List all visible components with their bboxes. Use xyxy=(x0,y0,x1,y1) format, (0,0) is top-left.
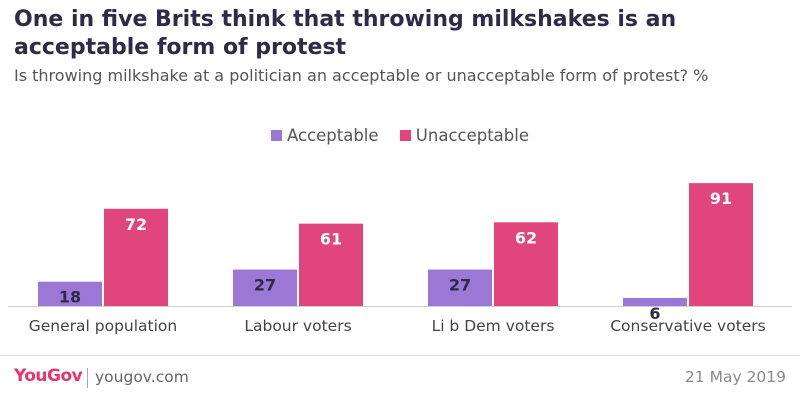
logo-separator xyxy=(87,368,88,388)
category-label-1: Labour voters xyxy=(244,317,351,335)
website-link[interactable]: yougov.com xyxy=(95,368,189,386)
data-label-acceptable-1: 27 xyxy=(254,276,276,295)
data-label-unacceptable-0: 72 xyxy=(125,215,147,234)
data-label-unacceptable-3: 91 xyxy=(710,189,732,208)
legend-swatch-unacceptable xyxy=(399,130,411,141)
legend-item-unacceptable: Unacceptable xyxy=(399,126,530,145)
data-label-unacceptable-1: 61 xyxy=(320,230,342,249)
data-label-acceptable-0: 18 xyxy=(59,288,81,307)
bar-acceptable-0 xyxy=(38,281,102,306)
footer-divider xyxy=(0,355,800,356)
bar-acceptable-2 xyxy=(428,269,492,306)
legend-label-acceptable: Acceptable xyxy=(286,126,379,145)
publish-date: 21 May 2019 xyxy=(684,368,786,386)
bar-unacceptable-0 xyxy=(104,208,168,306)
chart-title: One in five Brits think that throwing mi… xyxy=(14,7,677,60)
bar-chart: 18 72 General population 27 61 Labour voters 2… xyxy=(8,183,792,335)
yougov-logo: YouGov xyxy=(14,366,83,386)
bar-acceptable-1 xyxy=(233,269,297,306)
chart-subtitle: Is throwing milkshake at a politician an… xyxy=(14,66,709,85)
chart-legend: Acceptable Unacceptable xyxy=(0,126,800,145)
legend-label-unacceptable: Unacceptable xyxy=(415,126,530,145)
bar-acceptable-3 xyxy=(623,297,687,306)
category-label-3: Conservative voters xyxy=(610,317,766,335)
legend-swatch-acceptable xyxy=(270,130,282,141)
data-label-unacceptable-2: 62 xyxy=(515,228,537,247)
bar-unacceptable-2 xyxy=(494,222,558,306)
data-label-acceptable-3: 6 xyxy=(649,304,660,323)
bar-unacceptable-1 xyxy=(299,223,363,306)
category-label-0: General population xyxy=(29,317,178,335)
category-label-2: Li b Dem voters xyxy=(432,317,555,335)
legend-item-acceptable: Acceptable xyxy=(270,126,379,145)
data-label-acceptable-2: 27 xyxy=(449,276,471,295)
bar-unacceptable-3 xyxy=(689,183,753,306)
